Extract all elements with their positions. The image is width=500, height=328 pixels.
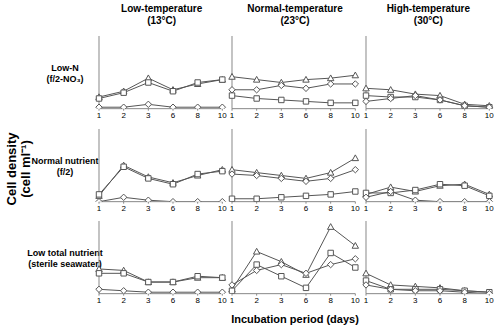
svg-text:2: 2	[388, 204, 393, 213]
svg-text:8: 8	[462, 297, 467, 306]
svg-text:Low-N(f/2-NO₃): Low-N(f/2-NO₃)	[46, 63, 83, 84]
svg-text:2: 2	[255, 297, 260, 306]
svg-text:8: 8	[195, 204, 200, 213]
svg-text:2: 2	[255, 111, 260, 120]
svg-text:1: 1	[230, 297, 235, 306]
svg-text:2: 2	[388, 111, 393, 120]
svg-text:10: 10	[485, 204, 492, 213]
svg-text:6: 6	[304, 204, 309, 213]
svg-text:2: 2	[121, 204, 126, 213]
svg-text:Low-temperature(13°C): Low-temperature(13°C)	[121, 3, 203, 26]
svg-text:Incubation period (days): Incubation period (days)	[231, 313, 359, 325]
svg-text:6: 6	[171, 204, 176, 213]
svg-text:3: 3	[279, 204, 284, 213]
svg-text:3: 3	[146, 204, 151, 213]
svg-text:8: 8	[195, 111, 200, 120]
svg-text:6: 6	[437, 111, 442, 120]
svg-text:6: 6	[304, 111, 309, 120]
svg-text:2: 2	[121, 297, 126, 306]
svg-text:3: 3	[413, 204, 418, 213]
svg-text:2: 2	[121, 111, 126, 120]
svg-text:1: 1	[230, 111, 235, 120]
svg-text:1: 1	[97, 204, 102, 213]
svg-text:High-temperature(30°C): High-temperature(30°C)	[387, 3, 471, 26]
svg-text:10: 10	[485, 111, 492, 120]
svg-text:6: 6	[171, 297, 176, 306]
svg-text:8: 8	[329, 204, 334, 213]
svg-text:1: 1	[363, 111, 368, 120]
svg-text:10: 10	[218, 204, 227, 213]
svg-text:6: 6	[304, 297, 309, 306]
svg-text:Cell density(cell ml⁻¹): Cell density(cell ml⁻¹)	[8, 132, 33, 206]
svg-text:10: 10	[351, 111, 360, 120]
svg-text:Low total nutrient(sterile sea: Low total nutrient(sterile seawater)	[27, 248, 103, 269]
svg-text:10: 10	[485, 297, 492, 306]
svg-text:1: 1	[97, 297, 102, 306]
svg-text:6: 6	[171, 111, 176, 120]
svg-text:3: 3	[279, 297, 284, 306]
svg-text:1: 1	[230, 204, 235, 213]
svg-text:3: 3	[146, 297, 151, 306]
svg-text:3: 3	[413, 111, 418, 120]
svg-text:1: 1	[97, 111, 102, 120]
svg-text:3: 3	[413, 297, 418, 306]
svg-text:1: 1	[363, 297, 368, 306]
svg-text:6: 6	[437, 204, 442, 213]
svg-text:8: 8	[195, 297, 200, 306]
svg-text:Normal-temperature(23°C): Normal-temperature(23°C)	[247, 3, 343, 26]
svg-text:6: 6	[437, 297, 442, 306]
svg-text:Normal nutrient(f/2): Normal nutrient(f/2)	[31, 156, 98, 177]
svg-text:3: 3	[146, 111, 151, 120]
svg-text:1: 1	[363, 204, 368, 213]
svg-text:2: 2	[255, 204, 260, 213]
svg-text:10: 10	[218, 111, 227, 120]
svg-text:10: 10	[351, 297, 360, 306]
svg-text:8: 8	[462, 204, 467, 213]
svg-text:8: 8	[329, 297, 334, 306]
svg-text:3: 3	[279, 111, 284, 120]
svg-text:8: 8	[462, 111, 467, 120]
svg-text:8: 8	[329, 111, 334, 120]
svg-text:10: 10	[351, 204, 360, 213]
svg-text:10: 10	[218, 297, 227, 306]
svg-text:2: 2	[388, 297, 393, 306]
